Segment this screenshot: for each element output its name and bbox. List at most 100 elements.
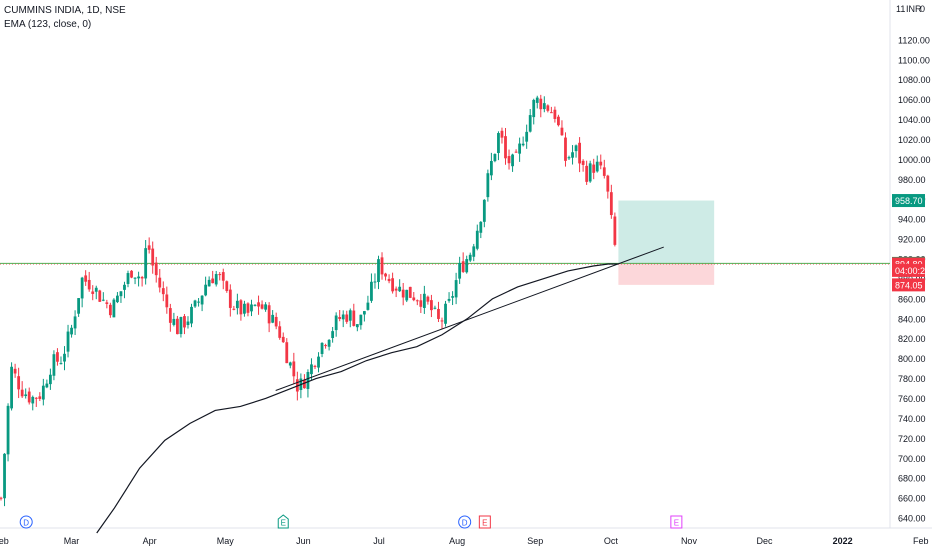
candle-body — [6, 405, 10, 455]
symbol-title[interactable]: CUMMINS INDIA, 1D, NSE — [4, 5, 126, 16]
y-tick-label: 820.00 — [898, 334, 926, 344]
candle-body — [179, 317, 183, 335]
candle-body — [458, 262, 462, 279]
candle-body — [444, 303, 447, 324]
candle-body — [401, 289, 405, 298]
candle-body — [123, 284, 126, 290]
candle-body — [317, 356, 320, 368]
candle-body — [331, 331, 335, 339]
candle-body — [101, 299, 105, 301]
x-tick-label: Feb — [913, 536, 929, 546]
candle-body — [348, 310, 352, 321]
candle-body — [430, 300, 433, 311]
candle-body — [475, 230, 479, 249]
y-tick-label: 680.00 — [898, 474, 926, 484]
event-marker-letter: E — [674, 519, 679, 528]
candle-body — [581, 160, 585, 165]
candle-body — [147, 245, 151, 250]
candle-body — [437, 308, 440, 319]
x-tick-label: Sep — [527, 536, 543, 546]
candle-body — [260, 304, 264, 309]
y-tick-label: 840.00 — [898, 314, 926, 324]
candle-body — [250, 304, 253, 312]
candle-body — [412, 297, 416, 301]
candle-body — [486, 173, 490, 198]
candle-body — [17, 376, 21, 390]
candle-body — [592, 164, 596, 173]
y-tick-label: 1060.00 — [898, 95, 931, 105]
candle-body — [112, 299, 116, 318]
candle-body — [45, 383, 49, 388]
candle-body — [20, 389, 24, 397]
price-label-text: 04:00:22 — [895, 266, 930, 276]
y-tick-label: 1020.00 — [898, 135, 931, 145]
price-label-box — [892, 278, 925, 292]
y-tick-label: 980.00 — [898, 175, 926, 185]
candle-body — [514, 151, 518, 153]
candle-body — [161, 288, 165, 295]
candle-body — [63, 353, 66, 362]
candle-body — [228, 289, 232, 308]
event-marker-earnings — [670, 515, 683, 529]
candle-body — [613, 216, 617, 245]
candle-body — [197, 301, 200, 303]
candle-body — [528, 115, 532, 132]
candle-body — [440, 320, 444, 322]
candle-body — [553, 109, 557, 119]
candle-body — [281, 336, 285, 343]
candle-body — [497, 133, 500, 154]
candle-body — [274, 316, 278, 327]
candle-body — [105, 302, 109, 304]
y-tick-label: 700.00 — [898, 454, 926, 464]
candle-body — [532, 99, 536, 118]
x-tick-label: Aug — [449, 536, 465, 546]
stop-zone — [618, 263, 715, 285]
candles — [0, 94, 617, 507]
candle-body — [468, 254, 472, 261]
price-label-box — [892, 263, 925, 277]
candle-body — [373, 281, 377, 283]
candle-body — [31, 396, 35, 404]
candle-body — [34, 397, 38, 399]
candle-body — [451, 296, 454, 298]
candle-body — [186, 321, 190, 326]
currency-label: INR — [906, 4, 922, 14]
event-marker-earnings — [277, 514, 289, 529]
top-axis-label: 11 — [896, 4, 905, 14]
candle-body — [377, 259, 380, 283]
candle-body — [225, 281, 229, 291]
candle-body — [609, 192, 613, 216]
candle-body — [91, 291, 95, 294]
candle-body — [564, 137, 567, 161]
candle-body — [546, 105, 550, 111]
candle-body — [366, 302, 370, 310]
target-zone — [618, 200, 715, 264]
candle-body — [24, 394, 28, 397]
x-tick-label: Mar — [64, 536, 80, 546]
x-tick-label: Jun — [296, 536, 311, 546]
candle-body — [27, 391, 31, 403]
x-tick-label: Feb — [0, 536, 9, 546]
candle-body — [165, 294, 169, 308]
candle-body — [585, 165, 589, 182]
price-label-text: 958.70 — [895, 196, 923, 206]
trendline — [275, 246, 664, 391]
candle-body — [56, 352, 59, 362]
y-tick-label: 940.00 — [898, 215, 926, 225]
candle-body — [334, 315, 338, 331]
candle-body — [232, 308, 236, 310]
candle-body — [345, 314, 349, 322]
indicator-label[interactable]: EMA (123, close, 0) — [4, 19, 92, 30]
candle-body — [144, 248, 148, 279]
x-tick-label: Nov — [681, 536, 698, 546]
candle-body — [285, 342, 289, 364]
chart-legend: CUMMINS INDIA, 1D, NSE EMA (123, close, … — [4, 4, 126, 32]
price-label-box — [892, 194, 925, 208]
event-marker-dividend — [19, 515, 33, 529]
candle-body — [154, 262, 158, 276]
candle-body — [355, 324, 359, 328]
event-marker-letter: D — [23, 519, 29, 528]
candle-body — [235, 300, 239, 309]
